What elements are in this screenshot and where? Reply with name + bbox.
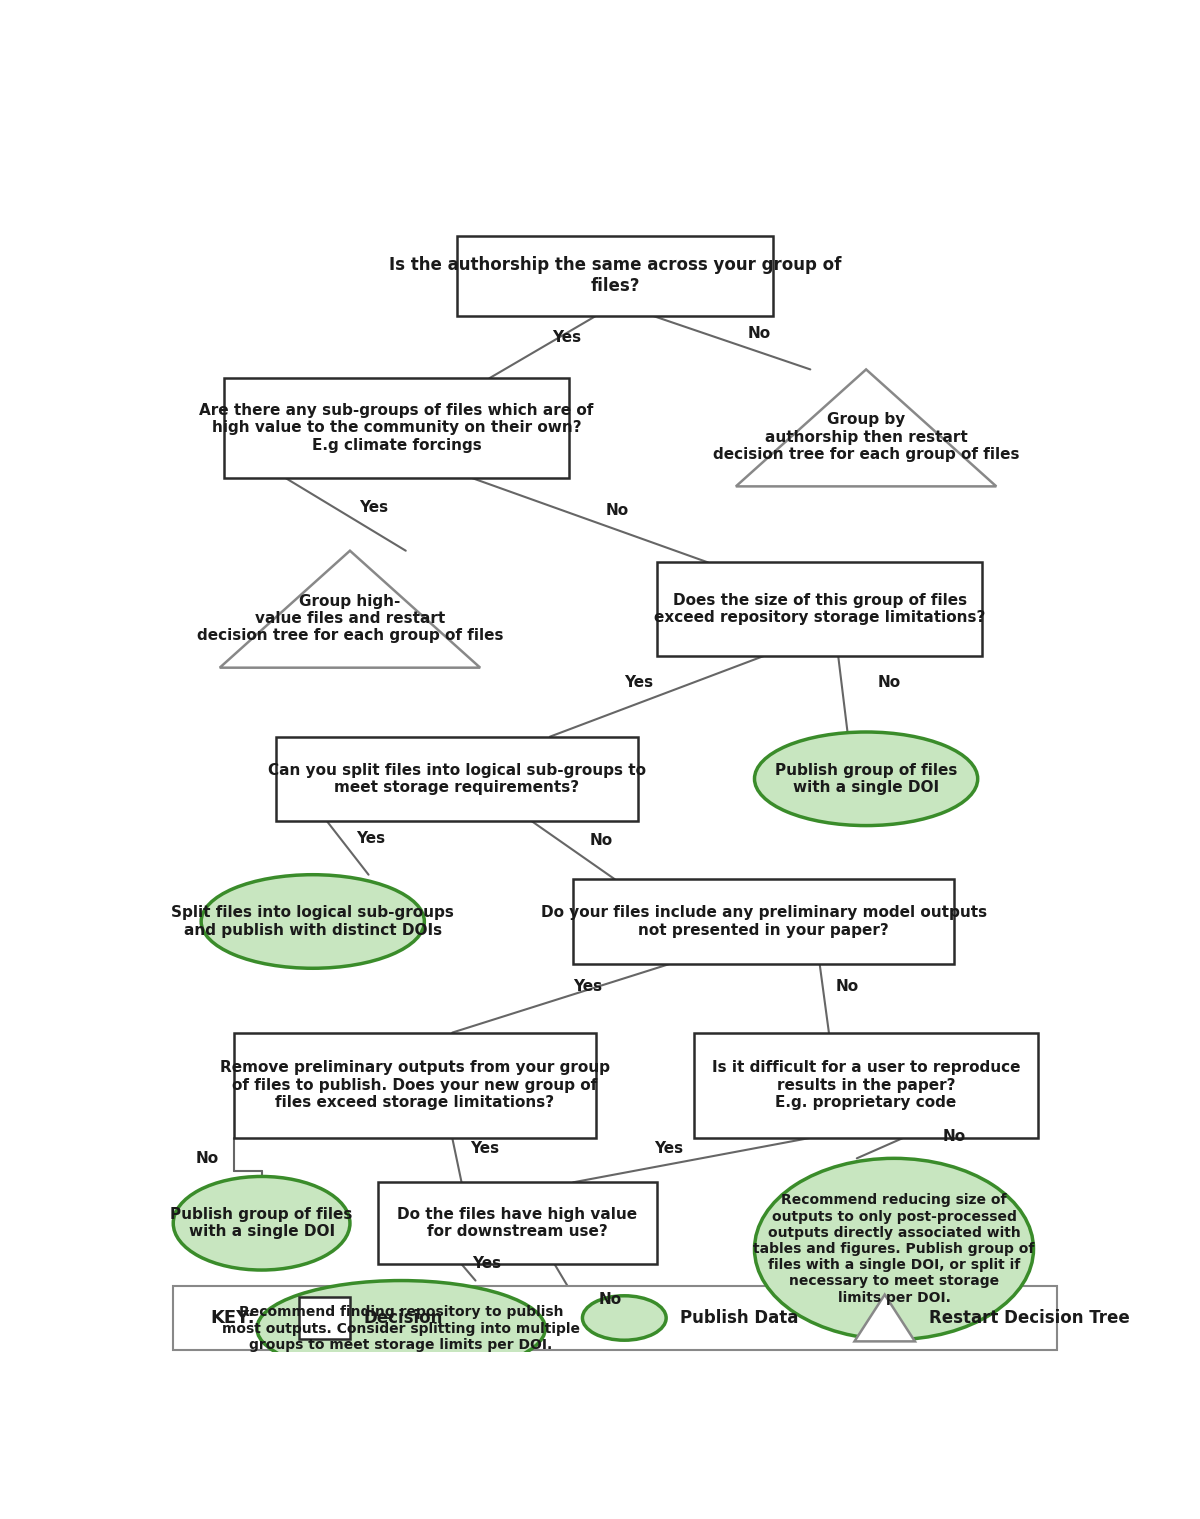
- FancyBboxPatch shape: [234, 1033, 596, 1138]
- Polygon shape: [736, 369, 996, 486]
- Text: Is the authorship the same across your group of
files?: Is the authorship the same across your g…: [389, 257, 841, 295]
- Ellipse shape: [202, 875, 425, 968]
- Text: Do the files have high value
for downstream use?: Do the files have high value for downstr…: [397, 1208, 637, 1240]
- Text: Yes: Yes: [654, 1141, 683, 1156]
- Ellipse shape: [173, 1176, 350, 1270]
- FancyBboxPatch shape: [656, 562, 983, 656]
- Text: Yes: Yes: [574, 978, 602, 993]
- Polygon shape: [220, 551, 480, 668]
- Text: Recommend reducing size of
outputs to only post-processed
outputs directly assoc: Recommend reducing size of outputs to on…: [754, 1194, 1034, 1305]
- Text: Does the size of this group of files
exceed repository storage limitations?: Does the size of this group of files exc…: [654, 592, 985, 626]
- Polygon shape: [854, 1294, 914, 1341]
- Ellipse shape: [257, 1281, 545, 1376]
- Text: KEY:: KEY:: [210, 1309, 256, 1328]
- Text: Yes: Yes: [359, 500, 388, 515]
- Text: Yes: Yes: [624, 674, 653, 690]
- Ellipse shape: [582, 1296, 666, 1340]
- Text: Is it difficult for a user to reproduce
results in the paper?
E.g. proprietary c: Is it difficult for a user to reproduce …: [712, 1060, 1020, 1110]
- Text: Can you split files into logical sub-groups to
meet storage requirements?: Can you split files into logical sub-gro…: [268, 763, 646, 794]
- Text: Yes: Yes: [473, 1256, 502, 1270]
- Text: No: No: [836, 978, 859, 993]
- FancyBboxPatch shape: [694, 1033, 1038, 1138]
- Text: No: No: [877, 674, 901, 690]
- Text: No: No: [748, 325, 770, 340]
- Text: Yes: Yes: [552, 330, 581, 345]
- Text: Publish Data: Publish Data: [680, 1309, 798, 1328]
- Text: Publish group of files
with a single DOI: Publish group of files with a single DOI: [170, 1208, 353, 1240]
- Text: Recommend finding repository to publish
most outputs. Consider splitting into mu: Recommend finding repository to publish …: [222, 1305, 580, 1352]
- Ellipse shape: [755, 732, 978, 826]
- Ellipse shape: [755, 1159, 1033, 1340]
- Text: No: No: [943, 1129, 966, 1144]
- FancyBboxPatch shape: [299, 1297, 350, 1340]
- Text: Publish group of files
with a single DOI: Publish group of files with a single DOI: [775, 763, 958, 794]
- Text: No: No: [589, 834, 613, 848]
- FancyBboxPatch shape: [457, 235, 773, 316]
- Text: Remove preliminary outputs from your group
of files to publish. Does your new gr: Remove preliminary outputs from your gro…: [220, 1060, 610, 1110]
- Text: No: No: [196, 1151, 220, 1167]
- Text: Yes: Yes: [470, 1141, 499, 1156]
- Text: Decision: Decision: [364, 1309, 443, 1328]
- Text: Restart Decision Tree: Restart Decision Tree: [929, 1309, 1129, 1328]
- FancyBboxPatch shape: [173, 1287, 1057, 1349]
- Text: No: No: [599, 1291, 622, 1306]
- FancyBboxPatch shape: [276, 737, 638, 820]
- FancyBboxPatch shape: [574, 880, 954, 963]
- Text: Do your files include any preliminary model outputs
not presented in your paper?: Do your files include any preliminary mo…: [541, 905, 986, 937]
- FancyBboxPatch shape: [378, 1182, 656, 1264]
- Text: Yes: Yes: [356, 831, 385, 846]
- FancyBboxPatch shape: [224, 378, 569, 477]
- Text: Group high-
value files and restart
decision tree for each group of files: Group high- value files and restart deci…: [197, 594, 503, 644]
- Text: Group by
authorship then restart
decision tree for each group of files: Group by authorship then restart decisio…: [713, 412, 1019, 462]
- Text: No: No: [606, 503, 629, 518]
- Text: Split files into logical sub-groups
and publish with distinct DOIs: Split files into logical sub-groups and …: [172, 905, 454, 937]
- Text: Are there any sub-groups of files which are of
high value to the community on th: Are there any sub-groups of files which …: [199, 403, 594, 453]
